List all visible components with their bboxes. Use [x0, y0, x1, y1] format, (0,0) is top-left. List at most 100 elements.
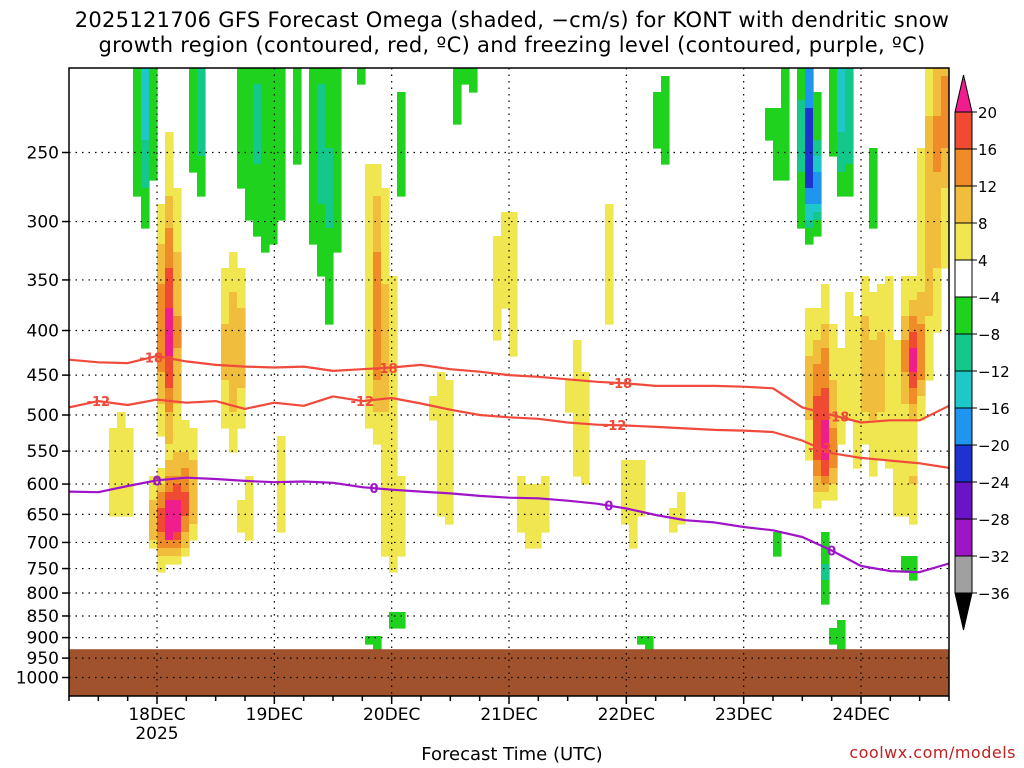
omega-cell	[245, 204, 286, 213]
colorbar-label: −4	[978, 289, 1000, 307]
omega-cell	[893, 476, 910, 485]
omega-cell	[805, 396, 814, 405]
omega-cell	[397, 180, 406, 189]
omega-cell	[573, 340, 582, 349]
colorbar-swatch	[954, 407, 973, 446]
credit-link[interactable]: coolwx.com/models	[849, 743, 1016, 762]
omega-cell	[381, 476, 406, 485]
omega-cell	[845, 124, 854, 133]
omega-cell	[293, 116, 302, 125]
omega-cell	[381, 468, 398, 477]
omega-cell	[333, 156, 342, 165]
omega-cell	[813, 348, 822, 357]
omega-cell	[149, 140, 158, 149]
omega-cell	[605, 236, 614, 245]
omega-cell	[821, 588, 830, 597]
omega-cell	[829, 140, 838, 149]
omega-cell	[805, 364, 814, 373]
omega-cell	[373, 356, 382, 365]
omega-cell	[157, 388, 166, 397]
omega-cell	[189, 452, 198, 461]
omega-cell	[133, 132, 142, 141]
omega-cell	[837, 92, 846, 101]
omega-cell	[605, 260, 614, 269]
omega-cell	[229, 260, 238, 269]
omega-cell	[197, 172, 206, 181]
omega-cell	[797, 68, 806, 77]
omega-cell	[165, 132, 174, 141]
omega-cell	[157, 244, 166, 253]
omega-cell	[149, 524, 158, 533]
omega-cell	[173, 388, 182, 397]
omega-cell	[829, 436, 838, 445]
omega-cell	[925, 108, 934, 117]
omega-cell	[389, 356, 398, 365]
omega-cell	[381, 236, 390, 245]
omega-cell	[373, 340, 382, 349]
omega-cell	[189, 508, 198, 517]
omega-cell	[165, 180, 174, 189]
omega-cell	[797, 196, 806, 205]
omega-cell	[173, 332, 182, 341]
omega-cell	[861, 300, 894, 309]
omega-cell	[925, 236, 942, 245]
omega-cell	[229, 436, 238, 445]
omega-cell	[861, 332, 870, 341]
omega-cell	[133, 92, 142, 101]
omega-cell	[237, 508, 254, 517]
omega-cell	[869, 468, 878, 477]
omega-cell	[525, 540, 542, 549]
omega-cell	[365, 196, 374, 205]
omega-cell	[165, 164, 174, 173]
omega-cell	[901, 284, 926, 293]
omega-cell	[165, 148, 174, 157]
omega-cell	[637, 636, 654, 645]
omega-cell	[845, 164, 854, 173]
y-tick-label: 700	[27, 533, 59, 553]
omega-cell	[141, 100, 150, 109]
omega-cell	[165, 228, 174, 237]
omega-cell	[109, 508, 134, 517]
omega-cell	[389, 284, 398, 293]
omega-cell	[917, 404, 926, 413]
omega-cell	[677, 492, 686, 501]
omega-cell	[821, 532, 830, 541]
x-tick-label: 24DEC	[832, 705, 889, 725]
omega-cell	[573, 412, 590, 421]
omega-cell	[805, 332, 822, 341]
colorbar-label: −8	[978, 326, 1000, 344]
omega-cell	[381, 460, 398, 469]
omega-cell	[869, 172, 878, 181]
omega-cell	[837, 172, 854, 181]
omega-cell	[797, 180, 806, 189]
omega-cell	[813, 108, 822, 117]
omega-cell	[869, 444, 918, 453]
omega-cell	[173, 324, 182, 333]
omega-cell	[165, 476, 190, 485]
omega-cell	[365, 268, 374, 277]
omega-cell	[173, 300, 182, 309]
omega-cell	[493, 268, 518, 277]
omega-cell	[773, 532, 782, 541]
omega-cell	[925, 340, 934, 349]
omega-cell	[165, 260, 174, 269]
omega-cell	[133, 116, 142, 125]
omega-cell	[317, 148, 334, 157]
colorbar-swatch	[954, 148, 973, 187]
omega-cell	[133, 148, 142, 157]
omega-cell	[165, 332, 174, 341]
x-tick-label: 21DEC	[480, 705, 537, 725]
omega-cell	[805, 436, 814, 445]
omega-cell	[173, 252, 182, 261]
omega-cell	[893, 468, 918, 477]
omega-cell	[397, 124, 406, 133]
omega-cell	[189, 100, 198, 109]
omega-cell	[237, 164, 286, 173]
omega-cell	[917, 332, 926, 341]
omega-cell	[829, 324, 838, 333]
omega-cell	[373, 300, 382, 309]
omega-cell	[509, 316, 518, 325]
omega-cell	[869, 196, 878, 205]
omega-cell	[373, 196, 382, 205]
y-tick-label: 500	[27, 406, 59, 426]
